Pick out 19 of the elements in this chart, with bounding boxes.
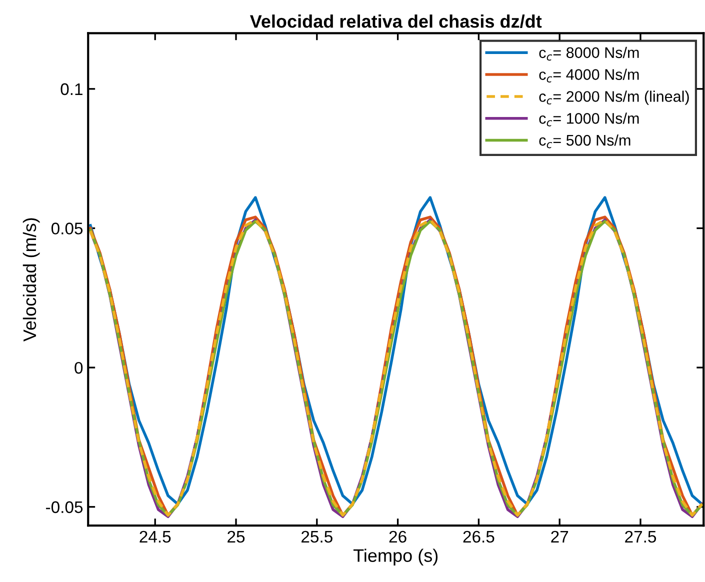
legend-label: c$_{c}$= 8000 Ns/m bbox=[539, 46, 639, 61]
y-tick-label: 0 bbox=[74, 362, 83, 374]
x-tick-label: 24.5 bbox=[140, 530, 171, 543]
y-tick-label: 0.1 bbox=[60, 83, 82, 96]
legend-label: c$_{c}$= 4000 Ns/m bbox=[539, 68, 639, 82]
x-tick-label: 27.5 bbox=[625, 530, 656, 543]
chart-title: Velocidad relativa del chasis dz/dt bbox=[250, 14, 542, 28]
x-tick-label: 26 bbox=[389, 530, 406, 543]
x-axis-title: Tiempo (s) bbox=[353, 548, 438, 566]
x-tick-label: 27 bbox=[551, 530, 568, 542]
legend-label: c$_{c}$= 500 Ns/m bbox=[539, 134, 630, 148]
legend-label: c$_{c}$= 1000 Ns/m bbox=[539, 112, 639, 126]
x-tick-label: 25.5 bbox=[302, 530, 332, 543]
y-tick-label: -0.05 bbox=[46, 501, 83, 514]
y-tick-label: 0.05 bbox=[51, 222, 83, 234]
x-tick-label: 25 bbox=[228, 530, 245, 543]
x-tick-label: 26.5 bbox=[463, 530, 494, 543]
legend-label: c$_{c}$= 2000 Ns/m (lineal) bbox=[539, 90, 689, 105]
y-axis-title: Velocidad (m/s) bbox=[22, 218, 40, 342]
